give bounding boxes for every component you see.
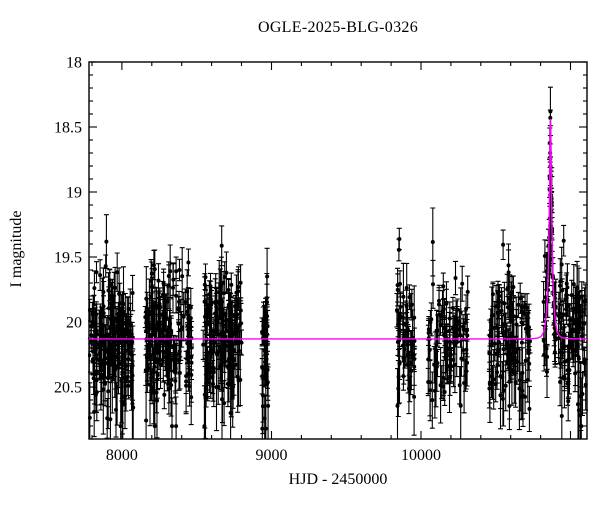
y-tick-label: 20: [66, 315, 82, 332]
model-curve: [89, 118, 587, 340]
x-tick-label: 8000: [106, 447, 138, 464]
axis-ticks: [89, 61, 587, 439]
x-tick-label: 10000: [401, 447, 441, 464]
y-tick-label: 18.5: [54, 120, 82, 137]
x-tick-label: 9000: [256, 447, 288, 464]
plot-frame: [88, 61, 588, 440]
y-tick-label: 20.5: [54, 380, 82, 397]
data-points-layer: [88, 86, 588, 439]
y-tick-label: 19: [66, 185, 82, 202]
y-axis-label: I magnitude: [8, 210, 25, 288]
chart-title: OGLE-2025-BLG-0326: [257, 19, 419, 36]
tick-labels: 8000 9000 10000 18 18.5 19 19.5 20 20.5: [54, 55, 441, 465]
y-tick-label: 18: [66, 55, 82, 72]
x-axis-label: HJD - 2450000: [288, 471, 388, 488]
y-tick-label: 19.5: [54, 250, 82, 267]
error-bars: [88, 86, 588, 439]
